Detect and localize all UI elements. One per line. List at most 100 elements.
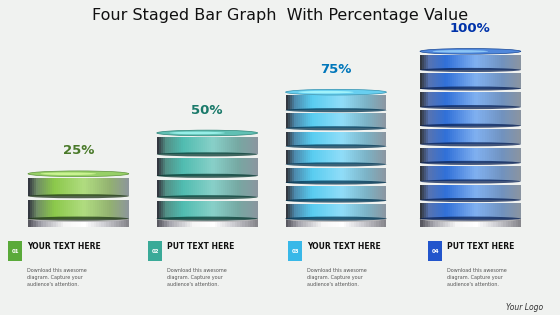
- Polygon shape: [121, 200, 123, 219]
- Polygon shape: [201, 201, 203, 219]
- Polygon shape: [328, 219, 331, 230]
- Polygon shape: [384, 204, 386, 219]
- Polygon shape: [293, 186, 296, 201]
- Polygon shape: [470, 92, 473, 107]
- Polygon shape: [493, 148, 494, 163]
- Text: Download this awesome
diagram. Capture your
audience's attention.: Download this awesome diagram. Capture y…: [447, 268, 507, 287]
- Polygon shape: [237, 180, 240, 197]
- Polygon shape: [442, 55, 444, 70]
- Polygon shape: [340, 113, 342, 128]
- Ellipse shape: [420, 142, 521, 146]
- Polygon shape: [296, 219, 298, 230]
- Polygon shape: [358, 204, 360, 219]
- Polygon shape: [468, 203, 470, 219]
- Polygon shape: [306, 132, 308, 146]
- Polygon shape: [436, 148, 438, 163]
- Polygon shape: [440, 111, 442, 126]
- Polygon shape: [92, 200, 95, 219]
- Polygon shape: [498, 73, 501, 89]
- Polygon shape: [473, 219, 475, 230]
- Polygon shape: [380, 204, 382, 219]
- Polygon shape: [185, 137, 187, 154]
- Polygon shape: [484, 129, 487, 144]
- Polygon shape: [336, 204, 338, 219]
- Polygon shape: [209, 158, 211, 176]
- Polygon shape: [314, 113, 316, 128]
- Polygon shape: [86, 200, 88, 219]
- Polygon shape: [304, 95, 306, 110]
- Text: 04: 04: [432, 249, 439, 254]
- Polygon shape: [230, 158, 231, 176]
- Polygon shape: [480, 148, 483, 163]
- Polygon shape: [516, 219, 518, 230]
- Polygon shape: [366, 95, 368, 110]
- Polygon shape: [163, 158, 165, 176]
- Polygon shape: [237, 137, 240, 154]
- Polygon shape: [519, 148, 521, 163]
- Polygon shape: [217, 180, 220, 197]
- Polygon shape: [237, 201, 240, 219]
- Polygon shape: [318, 150, 320, 164]
- Polygon shape: [480, 73, 483, 89]
- Polygon shape: [310, 168, 312, 182]
- Polygon shape: [505, 185, 507, 200]
- Polygon shape: [422, 166, 424, 181]
- Polygon shape: [161, 158, 163, 176]
- Polygon shape: [508, 166, 511, 181]
- Polygon shape: [308, 95, 310, 110]
- Polygon shape: [248, 219, 250, 230]
- Polygon shape: [245, 158, 248, 176]
- Polygon shape: [237, 219, 240, 230]
- Polygon shape: [314, 168, 316, 182]
- Polygon shape: [496, 219, 498, 230]
- Polygon shape: [48, 219, 51, 230]
- Polygon shape: [444, 92, 446, 107]
- Polygon shape: [508, 148, 511, 163]
- Polygon shape: [113, 200, 115, 219]
- Polygon shape: [332, 132, 334, 146]
- Polygon shape: [474, 73, 477, 89]
- Polygon shape: [517, 129, 519, 144]
- Polygon shape: [376, 113, 379, 128]
- Polygon shape: [372, 95, 374, 110]
- Polygon shape: [341, 219, 343, 230]
- Polygon shape: [508, 203, 511, 219]
- Polygon shape: [505, 129, 507, 144]
- Polygon shape: [290, 95, 292, 110]
- Polygon shape: [350, 204, 352, 219]
- Polygon shape: [515, 203, 517, 219]
- Polygon shape: [185, 180, 187, 197]
- Polygon shape: [432, 219, 435, 230]
- Polygon shape: [338, 150, 340, 164]
- Polygon shape: [74, 200, 76, 219]
- Polygon shape: [348, 168, 350, 182]
- Polygon shape: [463, 203, 464, 219]
- Polygon shape: [250, 158, 251, 176]
- Polygon shape: [298, 132, 300, 146]
- Polygon shape: [328, 113, 330, 128]
- Polygon shape: [430, 92, 432, 107]
- Polygon shape: [458, 73, 460, 89]
- Polygon shape: [290, 150, 292, 164]
- Polygon shape: [244, 180, 245, 197]
- Polygon shape: [334, 204, 336, 219]
- Ellipse shape: [422, 227, 518, 232]
- Polygon shape: [288, 186, 290, 201]
- Polygon shape: [384, 113, 386, 128]
- Polygon shape: [251, 137, 254, 154]
- Polygon shape: [452, 92, 454, 107]
- Polygon shape: [318, 219, 321, 230]
- Polygon shape: [127, 200, 129, 219]
- Polygon shape: [491, 92, 493, 107]
- Polygon shape: [430, 148, 432, 163]
- Polygon shape: [370, 204, 372, 219]
- Polygon shape: [488, 185, 491, 200]
- Polygon shape: [38, 219, 41, 230]
- Polygon shape: [470, 185, 473, 200]
- Polygon shape: [426, 148, 428, 163]
- Polygon shape: [478, 185, 480, 200]
- Polygon shape: [379, 150, 380, 164]
- Polygon shape: [463, 55, 464, 70]
- Polygon shape: [348, 95, 350, 110]
- Polygon shape: [328, 186, 330, 201]
